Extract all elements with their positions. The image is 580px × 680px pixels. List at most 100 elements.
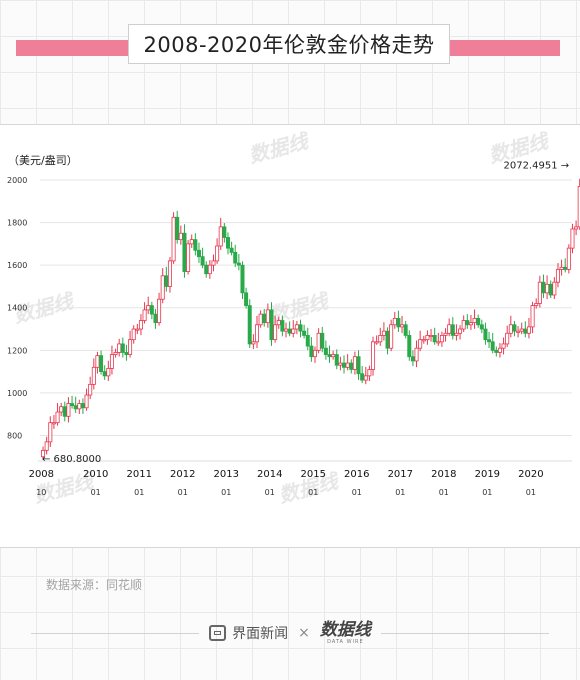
candle-body [229, 247, 234, 253]
watermark-text: 数据线 [266, 288, 333, 327]
candle-body [400, 324, 405, 328]
candle-body [472, 317, 477, 324]
candle-body [461, 320, 466, 330]
candle-body [534, 303, 539, 307]
candle-body [367, 369, 372, 377]
candle-body [128, 339, 133, 355]
candle-body [537, 281, 542, 304]
candle-body [541, 281, 546, 294]
candle-body [189, 239, 194, 245]
candle-body [117, 343, 122, 353]
candle-body [244, 292, 249, 307]
candle-body [233, 252, 238, 264]
candle-body [62, 406, 67, 417]
candle-body [84, 394, 89, 409]
candle-body [396, 317, 401, 328]
y-tick-label: 2000 [7, 176, 27, 185]
candle-body [501, 343, 506, 349]
footer-brand: 界面新闻 [232, 626, 289, 642]
x-tick-year: 2008 [29, 469, 54, 480]
candle-body [447, 324, 452, 334]
candle-body [204, 264, 209, 275]
candle-body [313, 349, 318, 358]
candle-body [432, 335, 437, 343]
candle-body [563, 266, 568, 270]
candle-body [157, 298, 162, 324]
y-tick-label: 1000 [7, 389, 27, 398]
chart-panel: （美元/盎司） 数据线 数据线 数据线 数据线 数据线 数据线 800 1000 1200 14… [0, 124, 580, 548]
candle-body [302, 330, 307, 336]
x-tick-year: 2011 [126, 469, 151, 480]
candle-body [490, 341, 495, 351]
candle-body [548, 283, 553, 296]
candle-body [77, 403, 82, 410]
annotations: 2072.4951 → ← 680.8000 [42, 161, 569, 465]
candle-body [207, 264, 212, 275]
y-unit-label: （美元/盎司） [8, 153, 78, 167]
candle-body [41, 449, 46, 458]
candle-body [254, 324, 259, 343]
candle-body [316, 332, 321, 351]
candle-body [407, 335, 412, 358]
candle-body [516, 330, 521, 333]
datawire-logo-text: 数据线 [319, 619, 371, 640]
footer-line-left [31, 632, 200, 634]
candle-body [48, 422, 53, 443]
candle-body [138, 320, 143, 330]
candle-body [425, 335, 430, 341]
candle-body [519, 328, 524, 332]
candle-body [483, 328, 488, 341]
candle-body [305, 335, 310, 347]
x-tick-year: 2010 [83, 469, 108, 480]
candle-body [276, 320, 281, 326]
x-tick-month: 10 [36, 488, 46, 497]
candle-body [178, 232, 183, 241]
y-tick-label: 1600 [7, 261, 27, 270]
candle-body [352, 356, 357, 370]
footer-line-right [380, 632, 549, 634]
candle-body [236, 262, 241, 266]
min-annotation: ← 680.8000 [42, 454, 101, 465]
chart-title: 2008-2020年伦敦金价格走势 [128, 24, 450, 64]
max-annotation: 2072.4951 → [503, 161, 569, 172]
candle-body [345, 362, 350, 368]
candle-body [294, 324, 299, 330]
candle-body [327, 354, 332, 358]
candle-body [334, 354, 339, 366]
candle-body [385, 330, 390, 349]
x-tick-year: 2019 [475, 469, 500, 480]
x-tick-year: 2014 [257, 469, 282, 480]
candle-body [555, 269, 560, 283]
candle-body [265, 309, 270, 324]
candle-body [505, 332, 510, 345]
candle-body [323, 347, 328, 355]
candle-body [182, 232, 187, 272]
x-tick-year: 2012 [170, 469, 195, 480]
x-tick-year: 2015 [301, 469, 326, 480]
candle-body [66, 403, 71, 417]
candle-body [88, 383, 93, 396]
candle-body [476, 317, 481, 326]
candle-body [211, 260, 216, 266]
candle-body [487, 339, 492, 343]
candle-body [545, 283, 550, 294]
footer-times: × [298, 625, 310, 641]
candle-body [574, 226, 579, 230]
candle-body [218, 226, 223, 247]
candle-body [146, 305, 151, 311]
candle-body [222, 226, 227, 238]
candle-body [497, 347, 502, 353]
candle-body [142, 309, 147, 321]
candle-body [468, 322, 473, 326]
candle-body [120, 343, 125, 353]
candle-body [403, 324, 408, 336]
datawire-logo-en: DATA WIRE [327, 638, 364, 645]
candle-body [153, 313, 158, 324]
x-tick-year: 2013 [214, 469, 239, 480]
candle-body [356, 356, 361, 375]
candle-body [512, 324, 517, 332]
candle-body [200, 256, 205, 266]
candle-body [251, 341, 256, 345]
candle-body [374, 341, 379, 344]
